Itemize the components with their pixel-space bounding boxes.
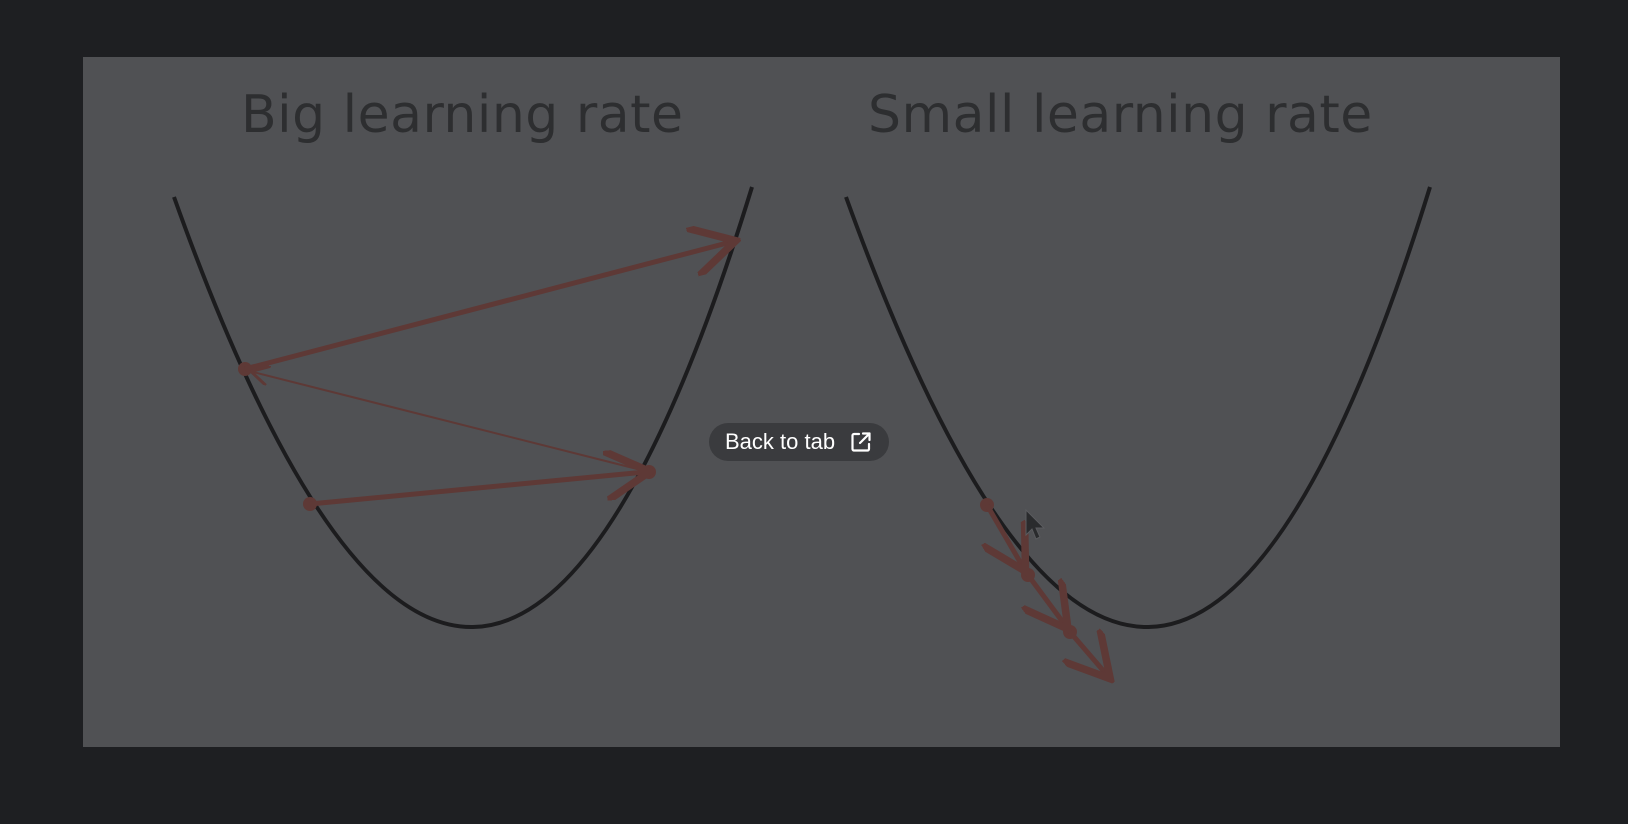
step-arrow	[1070, 632, 1107, 675]
video-frame: Big learning rate Small learning rate	[83, 57, 1560, 747]
step-arrow	[1028, 573, 1065, 625]
mouse-cursor-icon	[1025, 509, 1046, 540]
step-arrow	[987, 503, 1023, 567]
step-arrow	[309, 472, 645, 507]
step-arrow	[244, 242, 731, 372]
small-lr-steps	[980, 498, 1107, 675]
slide-title-big-learning-rate: Big learning rate	[241, 85, 684, 145]
slide-illustration	[172, 186, 1432, 747]
open-in-new-icon	[851, 432, 871, 452]
big-lr-steps	[238, 242, 731, 511]
slide-title-small-learning-rate: Small learning rate	[868, 85, 1373, 145]
left-loss-curve	[172, 186, 754, 629]
step-arrow	[253, 372, 650, 473]
right-loss-curve	[844, 186, 1432, 629]
back-to-tab-button[interactable]: Back to tab	[709, 423, 890, 461]
back-to-tab-label: Back to tab	[725, 429, 836, 454]
